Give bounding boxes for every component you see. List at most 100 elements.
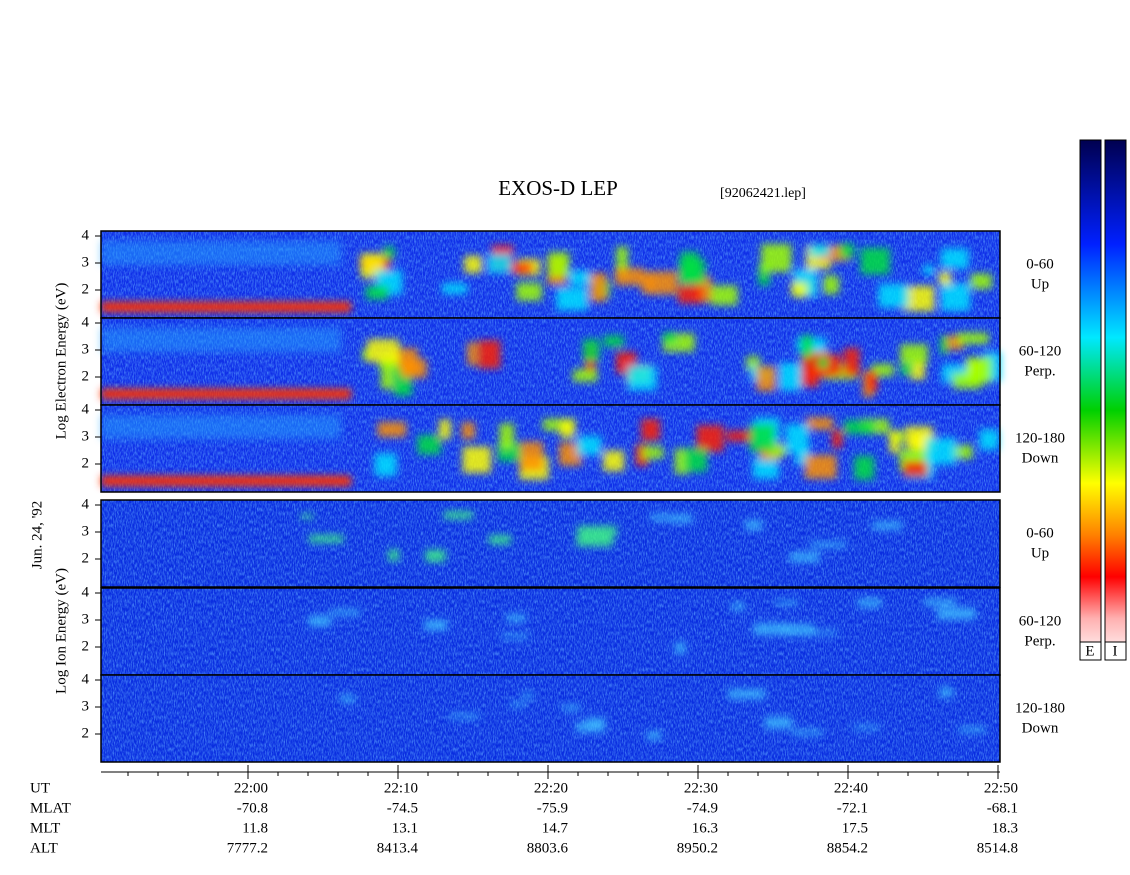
spectrogram-feature [668,514,693,523]
y-tick-label: 3 [82,523,90,539]
spectrogram-feature [925,437,957,465]
y-tick-label: 3 [82,611,90,627]
spectrogram-feature [810,542,847,548]
spectrogram-feature [559,442,582,466]
spectrogram-feature [648,271,678,295]
panel-frame [100,674,1001,763]
direction-label: Up [1031,276,1049,292]
orbit-value: 8803.6 [527,840,569,856]
spectrogram-features [101,241,992,312]
spectrogram-features [308,598,976,654]
spectrogram-feature [940,283,971,311]
orbit-value: 22:50 [984,780,1018,796]
orbit-value: 8514.8 [977,840,1018,856]
colorbars: E I [1079,139,1127,661]
orbit-value: 8854.2 [827,840,868,856]
spectrogram-feature [844,420,875,434]
spectrogram-feature [572,369,598,382]
spectrogram-feature [768,445,787,457]
orbit-value: 8950.2 [677,840,718,856]
spectrogram-feature [793,282,807,298]
direction-label: Perp. [1024,633,1055,649]
y-tick-label: 2 [82,725,90,741]
y-tick-label: 3 [82,698,90,714]
spectrogram-feature [442,283,467,294]
spectrogram-feature [756,366,776,391]
spectrogram-feature [957,332,989,345]
spectrogram-feature [583,339,600,362]
spectrogram-feature [516,282,542,301]
orbit-row-name: MLT [30,820,60,836]
y-tick-label: 3 [82,428,90,444]
spectrogram-feature [805,417,833,430]
spectrogram-feature [889,430,900,454]
spectrogram-feature [650,513,668,521]
orbit-value: 22:30 [684,780,718,796]
spectrogram-feature [923,265,935,276]
orbit-value: 17.5 [842,820,868,836]
spectrogram-feature [101,241,341,265]
spectrogram-feature [832,429,843,449]
spectrogram-feature [508,262,533,274]
spectrogram-panel [100,499,1001,588]
spectrogram-feature [576,435,602,456]
spectrogram-feature [101,389,351,399]
spectrogram-feature [675,642,686,654]
spectrogram-feature [966,357,992,384]
colorbar [1104,139,1127,661]
orbit-value: 22:00 [234,780,268,796]
spectrogram-feature [101,415,341,439]
spectrogram-panel [100,587,1001,676]
spectrogram-feature [603,450,625,472]
spectrogram-feature [383,246,395,259]
y-tick-label: 4 [82,314,90,330]
spectrogram-features [340,687,986,740]
orbit-value: 16.3 [692,820,718,836]
spectrogram-feature [843,348,860,377]
spectrogram-texture [101,588,1000,675]
y-tick-label: 2 [82,368,90,384]
spectrogram-feature [308,535,344,543]
spectrogram-feature [449,714,480,719]
orbit-row-name: MLAT [30,800,71,816]
spectrogram-feature [616,246,628,277]
direction-label: Perp. [1024,363,1055,379]
spectrogram-feature [940,335,949,354]
spectrogram-feature [866,371,878,392]
spectrogram-feature [488,535,512,545]
spectrogram-feature [839,243,855,259]
title: EXOS-D LEP [498,176,618,200]
orbit-value: 18.3 [992,820,1018,836]
spectrogram-feature [506,614,526,622]
spectrogram-feature [478,340,501,369]
orbit-value: 8413.4 [377,840,419,856]
spectrogram-feature [941,248,969,269]
pitch-angle-label: 120-180 [1015,700,1065,716]
spectrogram-panel [100,674,1001,763]
spectrogram-feature [809,244,830,257]
direction-label: Up [1031,545,1049,561]
spectrogram-feature [764,716,792,729]
spectrogram-texture [101,500,1000,587]
spectrogram-feature [417,435,441,455]
spectrogram-feature [590,272,607,302]
pitch-angle-label: 0-60 [1026,256,1054,272]
spectrogram-feature [569,270,591,286]
y-tick-label: 4 [82,671,90,687]
orbit-value: 14.7 [542,820,569,836]
spectrogram-feature [711,285,738,306]
y-tick-label: 4 [82,227,90,243]
spectrogram-feature [789,552,820,562]
spectrogram-feature [559,420,575,438]
orbit-value: 13.1 [392,820,418,836]
colorbar [1079,139,1102,661]
spectrogram-feature [509,702,526,707]
spectrogram-feature [785,624,815,636]
spectrogram-feature [678,285,703,304]
spectrogram-feature [367,339,400,363]
spectrogram-feature [871,521,903,530]
pitch-angle-label: 60-120 [1019,343,1062,359]
orbit-value: -68.1 [987,800,1018,816]
date: Jun. 24, '92 [29,501,45,570]
